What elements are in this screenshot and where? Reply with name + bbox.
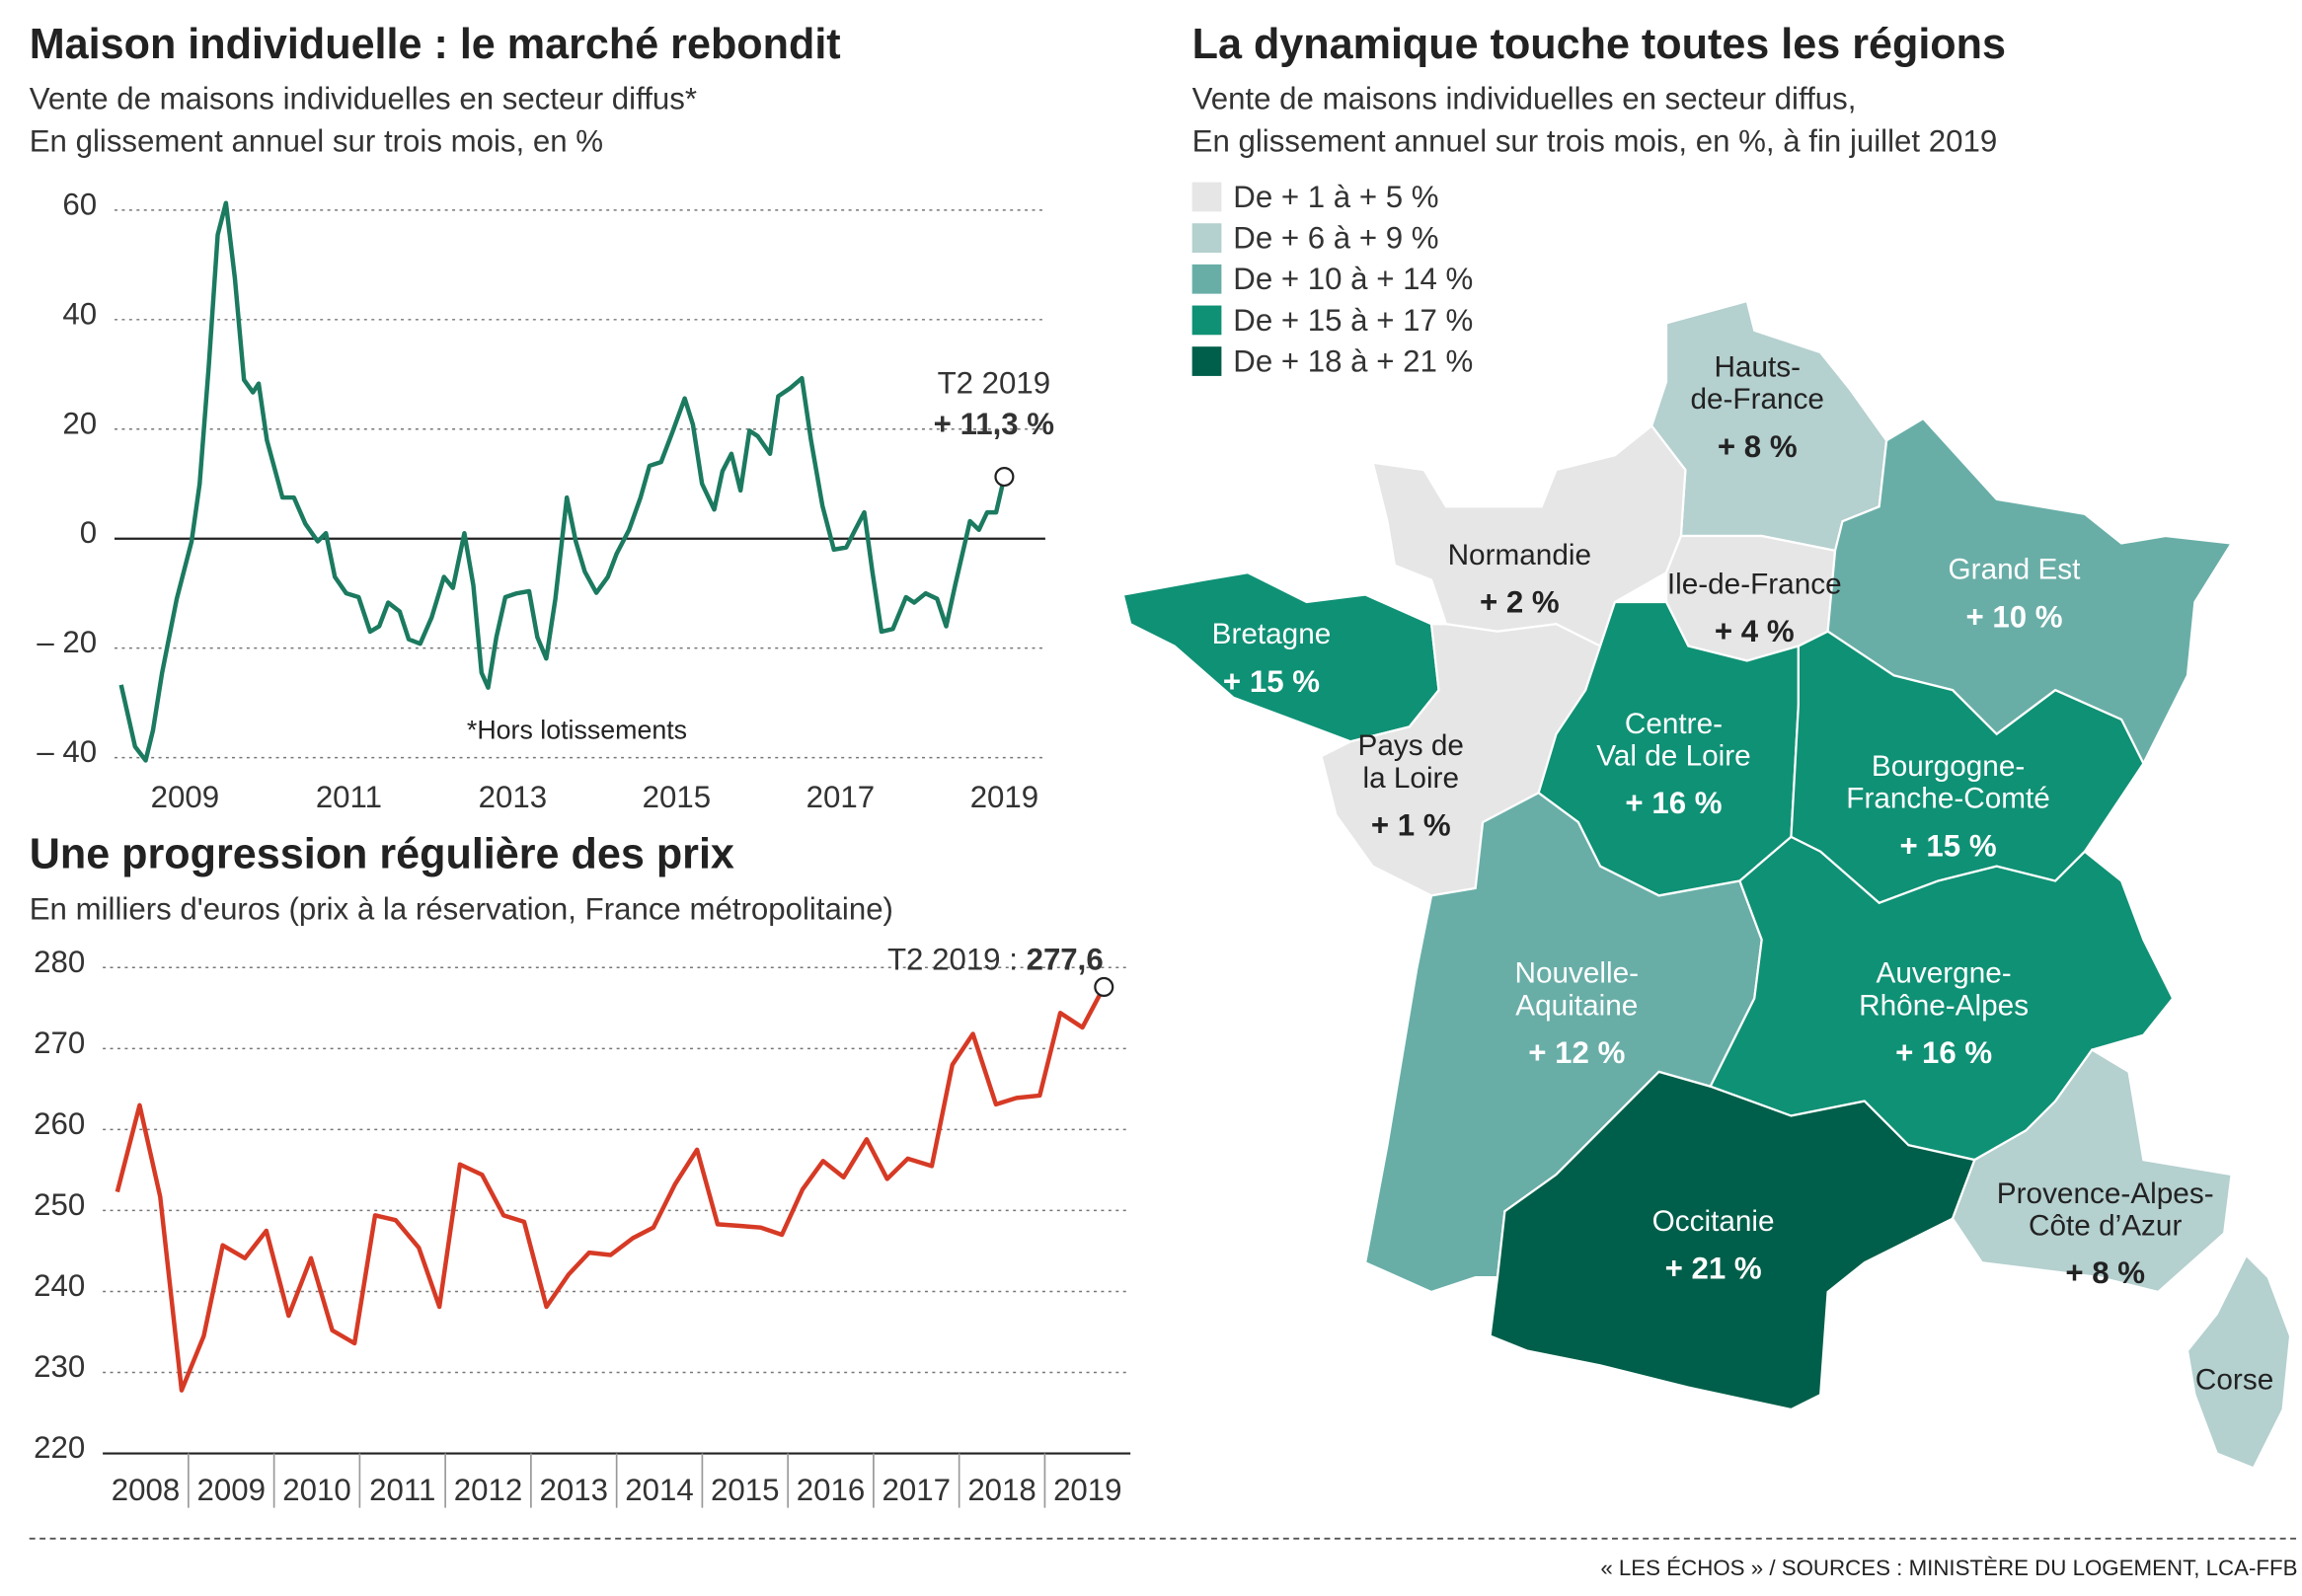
chart-subtitle: En milliers d'euros (prix à la réservati… [30, 891, 893, 926]
y-tick-label: – 40 [37, 734, 97, 769]
region-name: Rhône-Alpes [1859, 989, 2029, 1022]
x-tick-label: 2015 [711, 1473, 779, 1507]
y-tick-label: 280 [34, 945, 85, 979]
region-name: Bretagne [1212, 618, 1332, 650]
region-name: la Loire [1362, 762, 1459, 795]
y-tick-label: 0 [80, 515, 97, 550]
end-label: T2 2019 [938, 365, 1051, 400]
x-tick-label: 2011 [369, 1473, 435, 1507]
source: « LES ÉCHOS » / SOURCES : MINISTÈRE DU L… [1600, 1556, 2297, 1580]
y-tick-label: 220 [34, 1430, 85, 1465]
legend-label: De + 18 à + 21 % [1233, 344, 1473, 379]
region [1121, 571, 1440, 743]
region-name: Côte d’Azur [2029, 1210, 2182, 1243]
region-name: Grand Est [1949, 554, 2082, 586]
region-value: + 15 % [1223, 664, 1320, 699]
end-value-label: 277,6 [1027, 942, 1104, 976]
chart-title: Une progression régulière des prix [30, 831, 734, 878]
y-tick-label: – 20 [37, 625, 97, 659]
chart-subtitle: Vente de maisons individuelles en secteu… [1192, 81, 1857, 115]
legend-label: De + 10 à + 14 % [1233, 262, 1473, 296]
legend-swatch [1191, 182, 1222, 212]
region-name: Pays de [1358, 729, 1464, 762]
y-tick-label: 250 [34, 1187, 85, 1222]
region-value: + 10 % [1965, 599, 2062, 634]
x-tick-label: 2018 [967, 1473, 1036, 1507]
end-value-label: + 11,3 % [934, 407, 1054, 441]
end-label: T2 2019 : 277,6 [887, 942, 1104, 976]
x-tick-label: 2009 [151, 780, 219, 814]
chart-subtitle: En glissement annuel sur trois mois, en … [30, 123, 603, 158]
region-value: + 4 % [1715, 614, 1795, 648]
region-value: + 16 % [1895, 1035, 1992, 1070]
region-name: Normandie [1448, 539, 1591, 571]
x-tick-label: 2013 [479, 780, 547, 814]
x-tick-label: 2008 [112, 1473, 180, 1507]
region-name: Ile-de-France [1667, 569, 1842, 601]
region [2186, 1253, 2292, 1470]
region-name: Provence-Alpes- [1997, 1178, 2214, 1210]
x-tick-label: 2011 [316, 780, 382, 814]
region-value: + 21 % [1665, 1252, 1762, 1286]
end-marker [994, 466, 1015, 488]
y-tick-label: 60 [62, 187, 97, 221]
region-name: Bourgogne- [1872, 750, 2025, 783]
x-tick-label: 2015 [643, 780, 711, 814]
chart-title: Maison individuelle : le marché rebondit [30, 21, 841, 68]
region-name: de-France [1690, 383, 1824, 416]
legend-swatch [1191, 305, 1222, 336]
end-marker [1094, 976, 1114, 998]
x-tick-label: 2010 [282, 1473, 350, 1507]
region-value: + 2 % [1480, 584, 1560, 619]
chart-title: La dynamique touche toutes les régions [1192, 21, 2006, 68]
x-tick-label: 2009 [197, 1473, 266, 1507]
x-tick-label: 2017 [806, 780, 875, 814]
x-tick-label: 2019 [970, 780, 1038, 814]
y-tick-label: 260 [34, 1106, 85, 1141]
y-tick-label: 20 [62, 406, 97, 440]
legend-label: De + 15 à + 17 % [1233, 303, 1473, 338]
data-line [115, 985, 1107, 1393]
region-name: Occitanie [1652, 1205, 1775, 1238]
region-value: + 12 % [1528, 1035, 1625, 1070]
region-value: + 1 % [1371, 808, 1451, 843]
chart-subtitle: En glissement annuel sur trois mois, en … [1192, 123, 1998, 158]
legend-label: De + 1 à + 5 % [1233, 180, 1438, 214]
region [1951, 1048, 2233, 1294]
legend-swatch [1191, 264, 1222, 294]
region-name: Val de Loire [1596, 740, 1750, 773]
region-value: + 16 % [1625, 786, 1722, 820]
region-value: + 8 % [1718, 429, 1798, 464]
x-tick-label: 2014 [625, 1473, 693, 1507]
y-tick-label: 240 [34, 1268, 85, 1303]
legend-swatch [1191, 346, 1222, 376]
footnote: *Hors lotissements [467, 715, 687, 744]
x-tick-label: 2016 [797, 1473, 865, 1507]
region-value: + 8 % [2065, 1255, 2145, 1290]
data-line [118, 200, 1007, 763]
region-name: Auvergne- [1877, 957, 2012, 990]
region [1489, 1070, 1976, 1411]
chart-subtitle: Vente de maisons individuelles en secteu… [30, 81, 697, 115]
x-tick-label: 2012 [454, 1473, 522, 1507]
x-tick-label: 2019 [1053, 1473, 1121, 1507]
region-name: Nouvelle- [1514, 957, 1639, 990]
legend-swatch [1191, 223, 1222, 253]
region-name: Corse [2195, 1364, 2273, 1397]
region-name: Franche-Comté [1846, 783, 2050, 815]
region-value: + 15 % [1900, 828, 1997, 863]
x-tick-label: 2017 [882, 1473, 951, 1507]
region [1650, 299, 1888, 553]
region-name: Hauts- [1714, 350, 1801, 383]
region-name: Centre- [1625, 708, 1723, 740]
y-tick-label: 40 [62, 296, 97, 331]
legend-label: De + 6 à + 9 % [1233, 221, 1438, 256]
x-tick-label: 2013 [540, 1473, 608, 1507]
y-tick-label: 270 [34, 1026, 85, 1060]
end-label-text: T2 2019 : [887, 942, 1018, 976]
y-tick-label: 230 [34, 1349, 85, 1384]
region-name: Aquitaine [1515, 989, 1638, 1022]
